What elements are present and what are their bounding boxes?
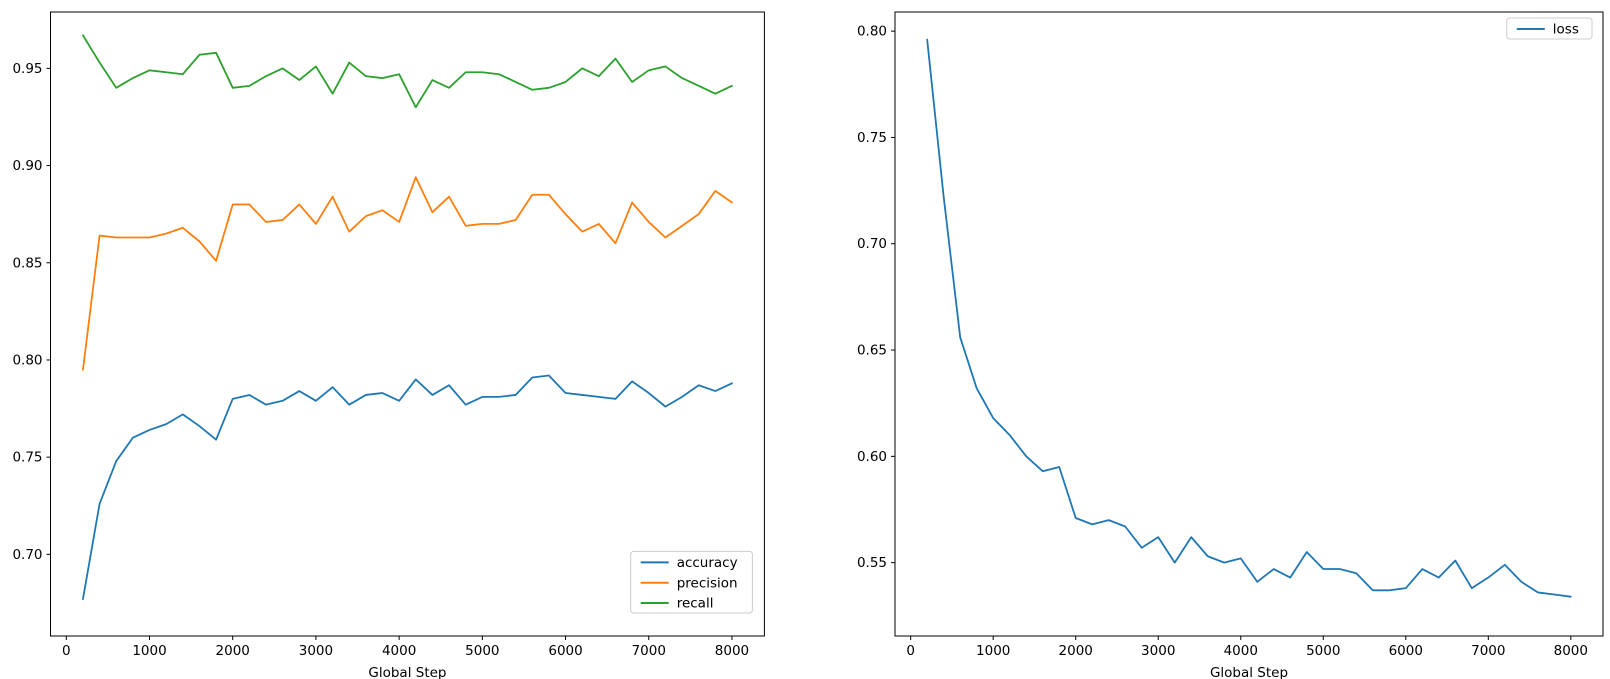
x-tick-label: 4000 <box>1224 643 1258 659</box>
x-tick-label: 3000 <box>1141 643 1175 659</box>
legend-box <box>630 550 753 614</box>
x-tick-label: 4000 <box>382 643 416 659</box>
y-tick-label: 0.85 <box>12 255 42 271</box>
loss-line <box>926 38 1572 598</box>
x-tick-label: 8000 <box>715 643 749 659</box>
x-tick-label: 7000 <box>1471 643 1505 659</box>
recall-line <box>82 34 733 109</box>
y-tick-label: 0.90 <box>12 158 42 174</box>
legend-label-loss: loss <box>1553 22 1579 38</box>
metrics-chart-plot-area <box>50 11 765 637</box>
y-tick-label: 0.55 <box>857 555 887 571</box>
x-tick-label: 6000 <box>548 643 582 659</box>
x-axis-label: Global Step <box>1210 665 1288 679</box>
x-tick-label: 1000 <box>976 643 1010 659</box>
loss-chart: 0 1000 2000 3000 4000 5000 6000 7000 8000 0.55 0.6… <box>857 11 1604 679</box>
precision-line <box>82 176 733 371</box>
metrics-chart: 0 1000 2000 3000 4000 5000 6000 7000 8000 0.70 0.7… <box>12 11 765 679</box>
y-tick-label: 0.65 <box>857 343 887 359</box>
x-axis-label: Global Step <box>368 665 446 679</box>
legend: accuracy precision recall <box>630 550 753 614</box>
x-tick-label: 0 <box>62 643 71 659</box>
legend-label-precision: precision <box>677 575 738 591</box>
x-tick-label: 5000 <box>465 643 499 659</box>
x-tick-label: 5000 <box>1306 643 1340 659</box>
x-tick-label: 2000 <box>216 643 250 659</box>
y-tick-label: 0.80 <box>12 352 42 368</box>
legend-label-accuracy: accuracy <box>677 555 738 571</box>
legend-box <box>1506 17 1593 40</box>
y-tick-label: 0.70 <box>12 547 42 563</box>
y-tick-label: 0.70 <box>857 236 887 252</box>
x-tick-label: 2000 <box>1059 643 1093 659</box>
x-tick-label: 0 <box>906 643 915 659</box>
legend: loss <box>1506 17 1593 40</box>
accuracy-line <box>82 374 733 600</box>
x-tick-label: 6000 <box>1389 643 1423 659</box>
y-tick-label: 0.60 <box>857 449 887 465</box>
x-tick-label: 3000 <box>299 643 333 659</box>
legend-label-recall: recall <box>677 596 714 612</box>
y-tick-label: 0.80 <box>857 24 887 40</box>
x-tick-label: 7000 <box>632 643 666 659</box>
y-tick-label: 0.95 <box>12 61 42 77</box>
y-tick-label: 0.75 <box>12 450 42 466</box>
x-tick-label: 8000 <box>1554 643 1588 659</box>
x-tick-label: 1000 <box>132 643 166 659</box>
loss-chart-plot-area <box>894 11 1604 637</box>
y-tick-label: 0.75 <box>857 130 887 146</box>
